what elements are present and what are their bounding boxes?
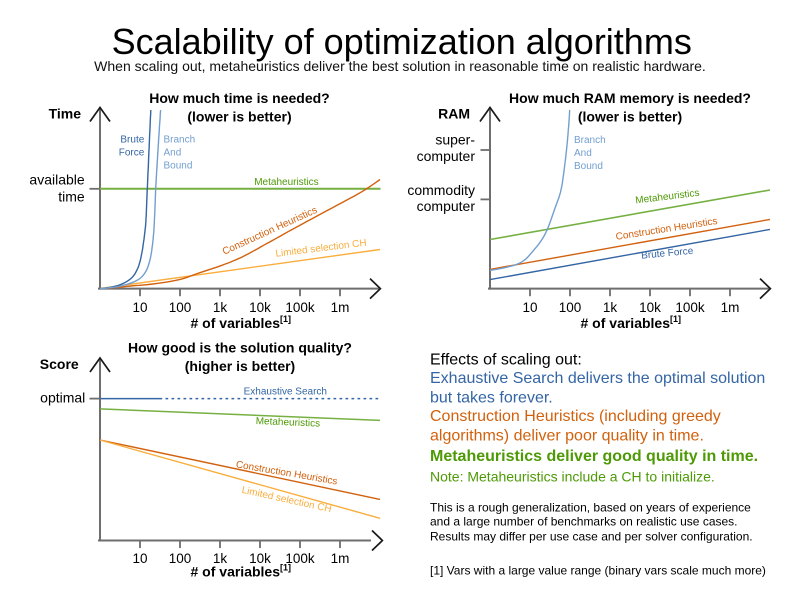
svg-text:10k: 10k bbox=[639, 300, 661, 315]
svg-text:# of variables[1]: # of variables[1] bbox=[581, 314, 682, 331]
svg-text:(lower is better): (lower is better) bbox=[578, 109, 682, 125]
svg-text:1m: 1m bbox=[331, 551, 350, 566]
svg-text:When scaling out, metaheuristi: When scaling out, metaheuristics deliver… bbox=[94, 58, 706, 74]
svg-text:100: 100 bbox=[169, 300, 192, 315]
svg-text:Metaheuristics: Metaheuristics bbox=[255, 416, 320, 430]
svg-text:Force: Force bbox=[119, 148, 145, 159]
svg-text:Scalability of optimization al: Scalability of optimization algorithms bbox=[112, 21, 692, 62]
svg-text:computer: computer bbox=[417, 148, 476, 164]
svg-text:10: 10 bbox=[522, 300, 537, 315]
svg-text:but takes forever.: but takes forever. bbox=[430, 390, 553, 407]
svg-text:Exhaustive Search delivers the: Exhaustive Search delivers the optimal s… bbox=[430, 370, 765, 387]
svg-text:10k: 10k bbox=[249, 551, 271, 566]
svg-text:super-: super- bbox=[435, 132, 475, 148]
svg-text:1k: 1k bbox=[603, 300, 618, 315]
svg-text:100k: 100k bbox=[675, 300, 705, 315]
svg-text:Results may differ per use cas: Results may differ per use case and per … bbox=[430, 529, 753, 543]
svg-text:Time: Time bbox=[49, 106, 82, 122]
svg-text:Exhaustive Search: Exhaustive Search bbox=[244, 386, 327, 397]
svg-text:How good is the solution quali: How good is the solution quality? bbox=[128, 339, 352, 355]
svg-text:Metaheuristics: Metaheuristics bbox=[254, 177, 318, 188]
svg-text:optimal: optimal bbox=[40, 390, 85, 406]
svg-text:1k: 1k bbox=[213, 300, 228, 315]
svg-text:100k: 100k bbox=[285, 551, 315, 566]
svg-text:Bound: Bound bbox=[574, 161, 603, 172]
svg-text:algorithms) deliver poor quali: algorithms) deliver poor quality in time… bbox=[430, 427, 704, 444]
svg-text:1m: 1m bbox=[331, 300, 350, 315]
svg-text:(lower is better): (lower is better) bbox=[187, 109, 291, 125]
svg-text:Construction Heuristics (inclu: Construction Heuristics (including greed… bbox=[430, 408, 721, 425]
svg-text:Effects of scaling out:: Effects of scaling out: bbox=[430, 352, 582, 369]
svg-text:Metaheuristics deliver good qu: Metaheuristics deliver good quality in t… bbox=[430, 448, 758, 465]
svg-text:How much RAM memory is needed?: How much RAM memory is needed? bbox=[509, 90, 751, 106]
svg-text:Bound: Bound bbox=[164, 161, 193, 172]
svg-text:[1] Vars with a large value ra: [1] Vars with a large value range (binar… bbox=[430, 564, 766, 578]
svg-text:And: And bbox=[164, 148, 182, 159]
svg-text:RAM: RAM bbox=[438, 106, 470, 122]
svg-text:time: time bbox=[58, 189, 85, 205]
svg-text:commodity: commodity bbox=[407, 182, 475, 198]
svg-text:This is a rough generalization: This is a rough generalization, based on… bbox=[430, 501, 751, 515]
svg-text:100: 100 bbox=[169, 551, 192, 566]
svg-text:And: And bbox=[574, 148, 592, 159]
svg-text:10k: 10k bbox=[249, 300, 271, 315]
svg-text:10: 10 bbox=[132, 551, 147, 566]
svg-text:(higher is better): (higher is better) bbox=[185, 358, 295, 374]
svg-text:1m: 1m bbox=[721, 300, 740, 315]
svg-text:computer: computer bbox=[417, 198, 476, 214]
svg-text:100: 100 bbox=[559, 300, 582, 315]
svg-text:Note: Metaheuristics include a: Note: Metaheuristics include a CH to ini… bbox=[430, 469, 715, 485]
svg-text:10: 10 bbox=[132, 300, 147, 315]
svg-text:How much time is needed?: How much time is needed? bbox=[149, 90, 329, 106]
svg-text:Branch: Branch bbox=[574, 135, 606, 146]
svg-text:1k: 1k bbox=[213, 551, 228, 566]
svg-text:available: available bbox=[29, 172, 84, 188]
svg-text:Branch: Branch bbox=[164, 135, 196, 146]
svg-text:# of variables[1]: # of variables[1] bbox=[191, 314, 292, 331]
svg-text:Brute Force: Brute Force bbox=[641, 246, 694, 262]
svg-text:Score: Score bbox=[40, 356, 79, 372]
svg-text:and a large number of benchmar: and a large number of benchmarks on real… bbox=[430, 515, 738, 529]
svg-text:100k: 100k bbox=[285, 300, 315, 315]
svg-text:Brute: Brute bbox=[120, 135, 144, 146]
svg-text:# of variables[1]: # of variables[1] bbox=[191, 563, 292, 580]
